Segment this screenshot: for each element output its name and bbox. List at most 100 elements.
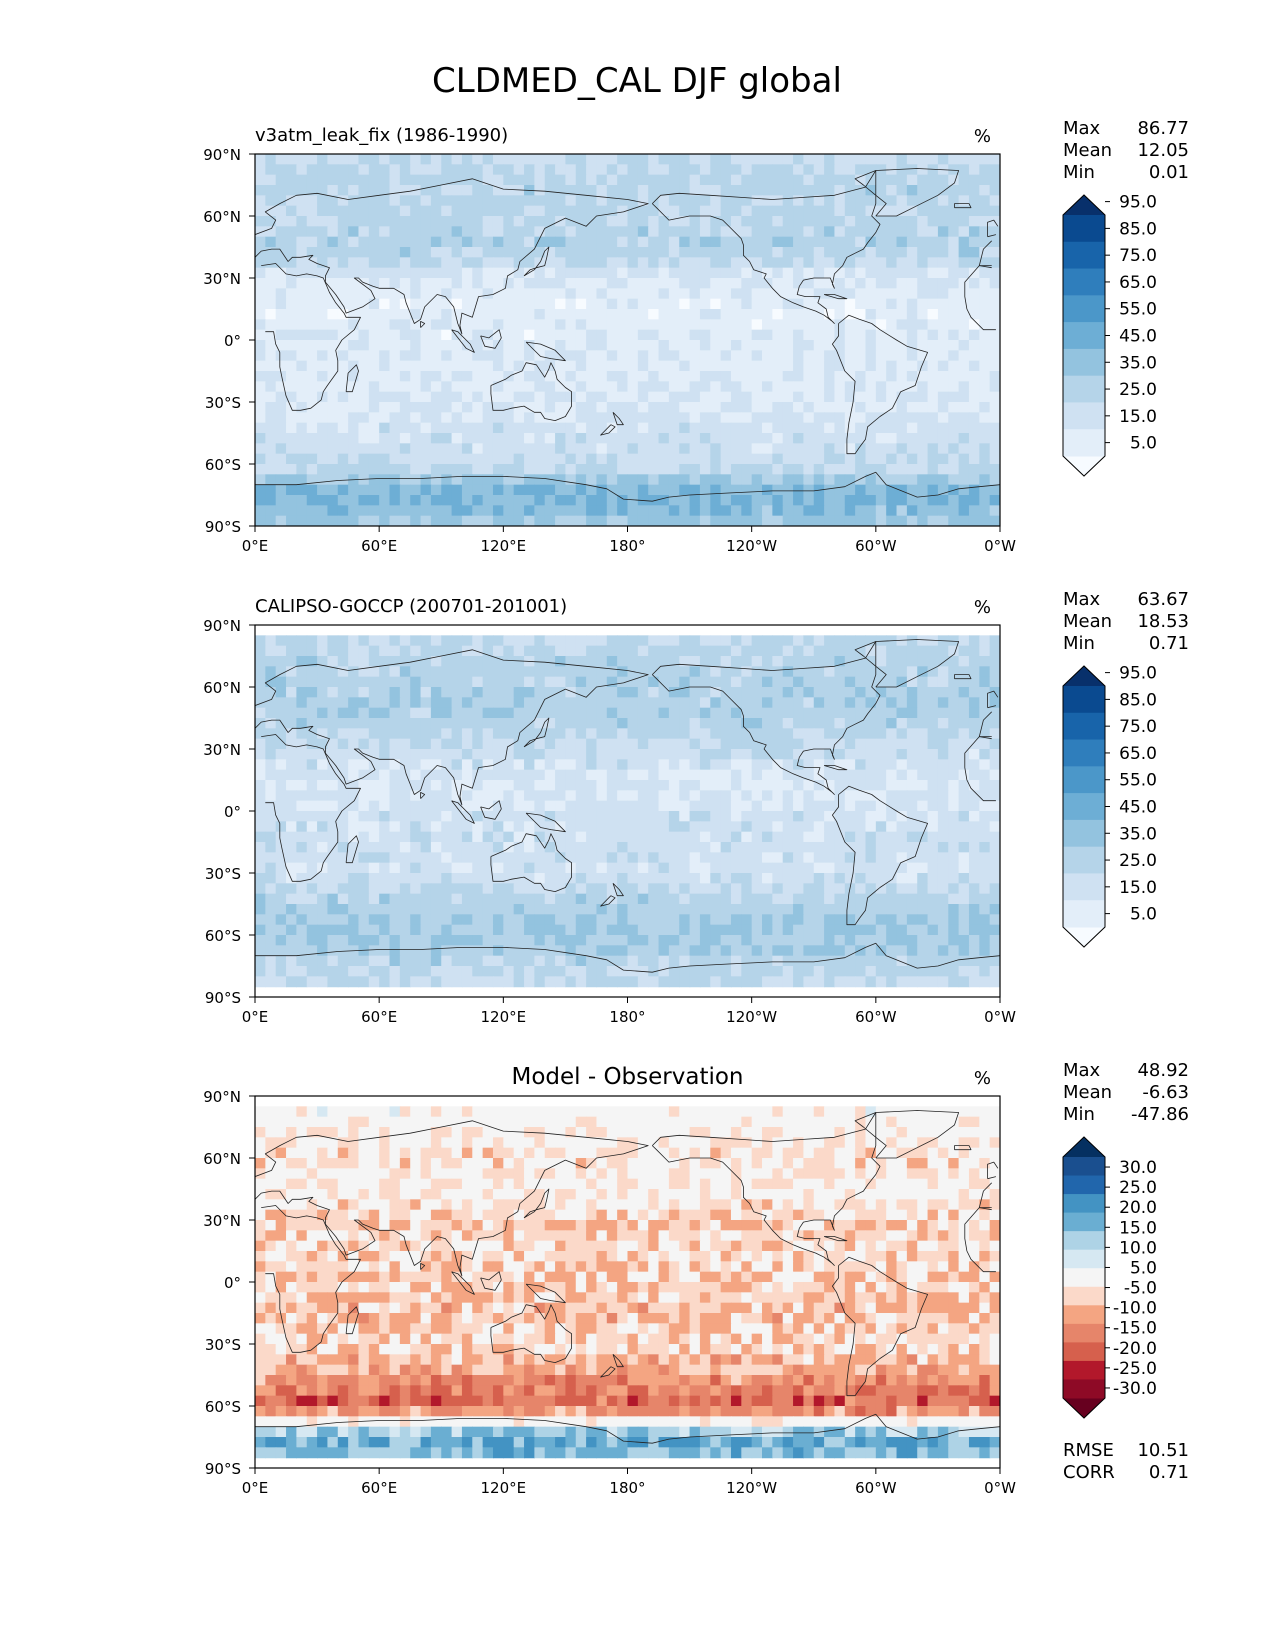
heatmap-cell xyxy=(958,656,970,667)
heatmap-cell xyxy=(296,412,308,424)
heatmap-cell xyxy=(886,955,898,967)
heatmap-cell xyxy=(782,728,794,740)
heatmap-cell xyxy=(844,257,856,269)
heatmap-cell xyxy=(772,718,784,729)
heatmap-cell xyxy=(627,402,639,413)
heatmap-cell xyxy=(968,821,980,833)
heatmap-cell xyxy=(751,831,763,843)
heatmap-cell xyxy=(348,391,360,403)
heatmap-cell xyxy=(524,873,535,884)
heatmap-cell xyxy=(813,842,825,853)
heatmap-cell xyxy=(917,687,929,698)
heatmap-cell xyxy=(637,645,649,657)
heatmap-cell xyxy=(627,676,639,688)
heatmap-cell xyxy=(565,697,577,709)
heatmap-cell xyxy=(699,278,711,289)
heatmap-cell xyxy=(410,914,422,926)
heatmap-cell xyxy=(762,381,773,393)
heatmap-cell xyxy=(389,862,401,874)
heatmap-cell xyxy=(399,811,411,822)
heatmap-cell xyxy=(430,697,442,709)
heatmap-cell xyxy=(896,340,908,351)
heatmap-cell xyxy=(689,257,701,269)
heatmap-cell xyxy=(751,164,763,176)
heatmap-cell xyxy=(617,780,629,791)
heatmap-cell xyxy=(275,759,287,771)
heatmap-cell xyxy=(906,350,918,362)
heatmap-cell xyxy=(565,433,577,444)
heatmap-cell xyxy=(844,666,856,678)
heatmap-cell xyxy=(317,831,329,843)
heatmap-cell xyxy=(689,453,701,465)
heatmap-cell xyxy=(575,185,587,196)
heatmap-cell xyxy=(906,645,918,657)
heatmap-cell xyxy=(617,676,629,688)
heatmap-cell xyxy=(834,635,846,647)
heatmap-cell xyxy=(399,718,411,729)
heatmap-cell xyxy=(648,205,660,217)
heatmap-cell xyxy=(451,935,463,946)
heatmap-cell xyxy=(762,309,773,320)
heatmap-cell xyxy=(710,769,722,781)
heatmap-cell xyxy=(803,216,815,227)
heatmap-cell xyxy=(596,329,608,341)
heatmap-cell xyxy=(513,697,525,709)
heatmap-cell xyxy=(358,267,370,279)
heatmap-cell xyxy=(896,484,908,496)
heatmap-cell xyxy=(596,759,608,771)
heatmap-cell xyxy=(255,205,266,217)
heatmap-cell xyxy=(824,656,836,667)
heatmap-cell xyxy=(979,164,991,176)
heatmap-cell xyxy=(648,883,660,895)
heatmap-cell xyxy=(834,464,846,475)
heatmap-cell xyxy=(555,288,567,300)
heatmap-cell xyxy=(348,433,360,444)
heatmap-cell xyxy=(855,515,867,526)
heatmap-cell xyxy=(451,371,463,382)
heatmap-cell xyxy=(606,697,618,709)
heatmap-cell xyxy=(834,236,846,248)
heatmap-cell xyxy=(865,515,877,526)
heatmap-cell xyxy=(896,402,908,413)
colorbar-tick-label: 65.0 xyxy=(1119,273,1157,293)
heatmap-cell xyxy=(306,800,318,812)
heatmap-cell xyxy=(420,443,432,455)
heatmap-cell xyxy=(286,319,297,331)
heatmap-cell xyxy=(461,257,473,269)
heatmap-cell xyxy=(337,883,349,895)
heatmap-cell xyxy=(286,831,297,843)
heatmap-cell xyxy=(720,945,732,957)
heatmap-cell xyxy=(461,656,473,667)
colorbar-bin xyxy=(1063,429,1105,457)
heatmap-cell xyxy=(865,914,877,926)
heatmap-cell xyxy=(658,474,670,486)
heatmap-cell xyxy=(824,666,836,678)
heatmap-cell xyxy=(286,154,297,165)
heatmap-cell xyxy=(689,811,701,822)
heatmap-cell xyxy=(348,319,360,331)
heatmap-cell xyxy=(679,749,691,760)
heatmap-cell xyxy=(420,780,432,791)
heatmap-cell xyxy=(524,360,535,372)
heatmap-cell xyxy=(586,852,598,864)
heatmap-cell xyxy=(896,350,908,362)
heatmap-cell xyxy=(803,443,815,455)
heatmap-cell xyxy=(524,278,535,289)
heatmap-cell xyxy=(917,164,929,176)
heatmap-cell xyxy=(461,164,473,176)
heatmap-cell xyxy=(793,852,805,864)
heatmap-cell xyxy=(720,924,732,936)
heatmap-cell xyxy=(492,800,504,812)
heatmap-cell xyxy=(927,236,939,248)
heatmap-cell xyxy=(617,216,629,227)
heatmap-cell xyxy=(617,842,629,853)
heatmap-cell xyxy=(513,329,525,341)
heatmap-cell xyxy=(834,391,846,403)
heatmap-cell xyxy=(824,216,836,227)
heatmap-cell xyxy=(772,676,784,688)
heatmap-cell xyxy=(451,505,463,517)
heatmap-cell xyxy=(782,391,794,403)
heatmap-cell xyxy=(658,718,670,729)
heatmap-cell xyxy=(586,645,598,657)
heatmap-cell xyxy=(948,381,960,393)
